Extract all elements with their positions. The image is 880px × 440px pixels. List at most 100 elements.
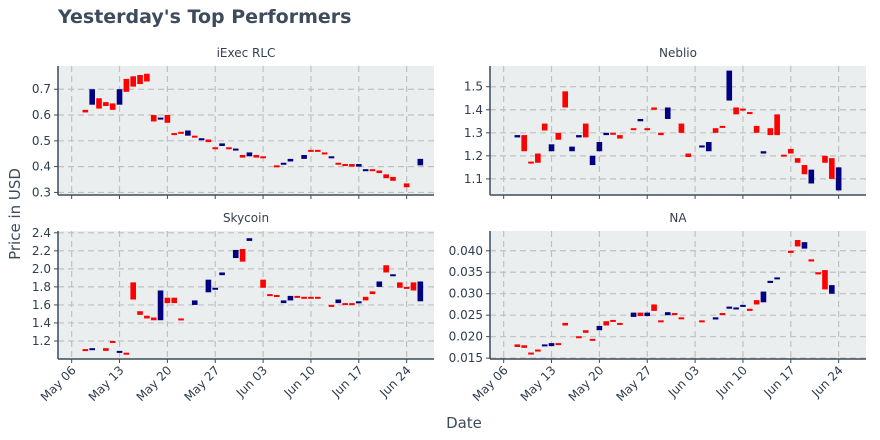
candle <box>239 249 246 262</box>
y-axis-title: Price in USD <box>6 168 24 260</box>
candle <box>103 102 109 106</box>
candle <box>753 125 760 133</box>
y-tick-label: 0.6 <box>32 108 51 122</box>
candle <box>589 155 596 166</box>
x-tick-label: May 27 <box>181 363 222 404</box>
panel-background <box>490 231 866 359</box>
candle <box>610 319 616 322</box>
candle <box>89 89 95 105</box>
candle <box>267 294 273 297</box>
candle <box>198 138 205 141</box>
candle <box>521 345 527 348</box>
candle <box>760 291 767 303</box>
candle <box>603 132 610 136</box>
candle <box>280 162 287 165</box>
candle <box>528 352 534 355</box>
y-tick-label: 0.4 <box>32 160 51 174</box>
candle <box>335 162 342 165</box>
candle <box>144 315 150 319</box>
candle <box>123 78 130 92</box>
candle <box>535 153 541 163</box>
candle <box>116 89 123 105</box>
candle <box>740 304 746 307</box>
candle <box>260 279 266 288</box>
candle <box>301 155 307 159</box>
candle <box>342 303 348 306</box>
candle <box>308 296 314 299</box>
y-tick-label: 2.0 <box>32 262 51 276</box>
chart-title: Yesterday's Top Performers <box>57 6 351 28</box>
candle <box>719 125 726 128</box>
candle <box>582 330 589 333</box>
candle <box>232 249 239 259</box>
candle <box>123 352 130 355</box>
candle <box>630 128 637 131</box>
candle <box>164 297 171 304</box>
candle <box>355 301 362 304</box>
candle <box>521 135 527 152</box>
candle <box>273 295 280 297</box>
candle <box>774 114 780 136</box>
panel-2: Skycoin 1.2 1.4 1.6 1.8 2.0 2.2 2.4 May 06 May 13… <box>32 211 434 404</box>
facet-label: Skycoin <box>223 211 269 225</box>
candle <box>376 170 383 174</box>
candle <box>582 123 589 138</box>
candle <box>280 300 287 304</box>
x-tick-label: May 06 <box>470 363 511 404</box>
candle <box>397 282 403 288</box>
candle <box>390 274 396 277</box>
y-tick-label: 0.025 <box>449 308 483 322</box>
candle <box>705 142 712 152</box>
y-tick-label: 1.6 <box>32 298 51 312</box>
candle <box>829 158 835 179</box>
candle <box>719 313 726 316</box>
candle <box>829 285 835 294</box>
candle <box>637 312 644 317</box>
candle <box>822 270 828 290</box>
candle <box>219 272 225 276</box>
candle <box>576 135 582 138</box>
candle <box>678 123 685 133</box>
candle <box>383 174 389 179</box>
candle <box>417 281 424 302</box>
candle <box>109 340 116 343</box>
y-tick-label: 0.5 <box>32 134 51 148</box>
y-tick-label: 1.2 <box>32 334 51 348</box>
x-tick-label: Jun 10 <box>713 363 750 400</box>
candle <box>808 259 815 262</box>
candle <box>787 250 794 253</box>
x-tick-label: Jun 03 <box>665 363 702 400</box>
candle <box>362 169 369 172</box>
x-tick-label: May 06 <box>38 363 79 404</box>
x-tick-label: Jun 17 <box>761 363 798 400</box>
candle <box>89 348 95 351</box>
candle <box>82 349 89 352</box>
candle <box>740 108 746 111</box>
candle <box>403 286 410 289</box>
candle <box>178 131 184 134</box>
candle <box>185 130 191 136</box>
candle <box>246 238 253 241</box>
x-tick-label: May 20 <box>566 363 607 404</box>
candle <box>815 272 821 275</box>
candle <box>617 322 623 325</box>
panel-background <box>58 231 434 359</box>
y-tick-label: 0.030 <box>449 287 483 301</box>
candle <box>726 306 733 309</box>
candle <box>403 183 410 188</box>
candle <box>96 98 102 109</box>
candle <box>712 317 719 320</box>
candle <box>678 317 685 320</box>
x-tick-label: Jun 24 <box>808 363 845 400</box>
candle <box>835 167 842 191</box>
y-tick-label: 0.7 <box>32 82 51 96</box>
candle <box>164 115 171 123</box>
candle <box>314 149 321 152</box>
candle <box>417 158 424 166</box>
candle <box>603 321 610 326</box>
candle <box>157 290 164 321</box>
candle <box>150 115 157 122</box>
facet-label: Neblio <box>659 46 697 60</box>
candle <box>555 132 562 140</box>
